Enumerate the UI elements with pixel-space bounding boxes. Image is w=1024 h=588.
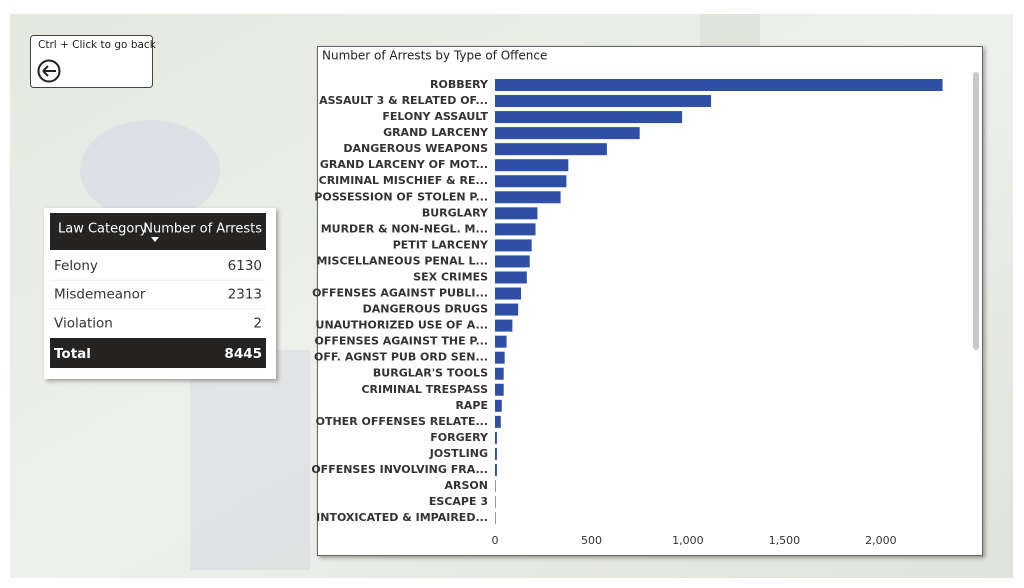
- table-cell: Violation: [54, 315, 113, 331]
- y-tick-label: OFFENSES INVOLVING FRA...: [311, 463, 488, 476]
- bar: [495, 303, 519, 316]
- y-tick-label: INTOXICATED & IMPAIRED...: [316, 511, 488, 524]
- y-tick-label: RAPE: [455, 399, 488, 412]
- table-total-value: 8445: [224, 346, 262, 362]
- bar: [495, 287, 522, 300]
- y-tick-label: ROBBERY: [430, 78, 489, 91]
- bar: [495, 79, 943, 91]
- table-header: [50, 213, 266, 250]
- bar: [495, 175, 567, 188]
- bar: [495, 271, 527, 284]
- y-tick-label: GRAND LARCENY: [383, 126, 489, 139]
- bar: [495, 319, 513, 332]
- bar: [495, 415, 501, 428]
- y-tick-label: BURGLARY: [422, 206, 489, 219]
- x-tick-label: 0: [492, 534, 499, 547]
- x-tick-label: 500: [581, 534, 602, 547]
- bar: [495, 383, 504, 396]
- bar: [495, 143, 607, 156]
- y-tick-label: PETIT LARCENY: [393, 238, 489, 251]
- y-tick-label: BURGLAR'S TOOLS: [373, 367, 488, 380]
- y-tick-label: OFFENSES AGAINST THE P...: [314, 335, 488, 348]
- bar: [495, 111, 683, 124]
- y-tick-label: CRIMINAL MISCHIEF & RE...: [319, 174, 488, 187]
- bar: [495, 255, 530, 268]
- x-tick-label: 1,500: [769, 534, 801, 547]
- bar: [495, 191, 561, 204]
- table-total-row: [50, 338, 266, 368]
- bar: [495, 351, 505, 364]
- table-cell: Misdemeanor: [54, 287, 146, 303]
- table-cell: 2313: [228, 287, 262, 303]
- y-tick-label: SEX CRIMES: [413, 270, 488, 283]
- bar: [495, 431, 497, 444]
- table-column-header: Law Category: [58, 222, 148, 237]
- bar: [495, 447, 497, 460]
- y-tick-label: OFFENSES AGAINST PUBLI...: [312, 287, 488, 300]
- x-tick-label: 1,000: [672, 534, 704, 547]
- chart-card: [317, 46, 983, 556]
- back-button[interactable]: Ctrl + Click to go back: [30, 35, 157, 88]
- bar: [495, 512, 496, 525]
- y-tick-label: MURDER & NON-NEGL. M...: [321, 222, 488, 235]
- y-tick-label: OFF. AGNST PUB ORD SEN...: [314, 351, 488, 364]
- table-cell: 2: [253, 315, 262, 331]
- table-column-header: Number of Arrests: [143, 222, 262, 237]
- bar: [495, 127, 640, 140]
- photo-detail: [190, 350, 310, 570]
- bar: [495, 463, 497, 476]
- y-tick-label: GRAND LARCENY OF MOT...: [320, 158, 488, 171]
- x-tick-label: 2,000: [865, 534, 897, 547]
- back-icon[interactable]: [37, 59, 61, 83]
- back-arrow[interactable]: [42, 65, 56, 77]
- scrollbar[interactable]: [973, 72, 979, 350]
- y-tick-label: JOSTLING: [429, 447, 488, 460]
- bar: [495, 496, 496, 509]
- bar: [495, 335, 507, 348]
- y-tick-label: UNAUTHORIZED USE OF A...: [316, 319, 488, 332]
- table-cell: 6130: [228, 258, 262, 274]
- table-card: [44, 208, 276, 379]
- bar: [495, 95, 712, 108]
- y-tick-label: DANGEROUS DRUGS: [363, 303, 488, 316]
- y-tick-label: MISCELLANEOUS PENAL L...: [316, 254, 488, 267]
- photo-detail: [80, 120, 220, 220]
- y-tick-label: FORGERY: [430, 431, 489, 444]
- bar: [495, 159, 569, 172]
- back-button-label[interactable]: Ctrl + Click to go back: [38, 39, 157, 51]
- y-tick-label: ASSAULT 3 & RELATED OF...: [319, 94, 488, 107]
- sort-arrow: [151, 237, 159, 242]
- y-tick-label: DANGEROUS WEAPONS: [343, 142, 488, 155]
- bar: [495, 207, 538, 220]
- table-total-label: Total: [54, 346, 91, 362]
- y-tick-label: OTHER OFFENSES RELATE...: [316, 415, 488, 428]
- bar: [495, 223, 536, 236]
- bar: [495, 399, 502, 412]
- y-tick-label: CRIMINAL TRESPASS: [361, 383, 488, 396]
- back-button-box[interactable]: [30, 35, 153, 88]
- chart-title: Number of Arrests by Type of Offence: [322, 49, 547, 63]
- bar: [495, 367, 504, 380]
- table-cell: Felony: [54, 258, 98, 274]
- bar: [495, 480, 496, 492]
- y-tick-label: POSSESSION OF STOLEN P...: [314, 190, 488, 203]
- bar: [495, 239, 532, 252]
- y-tick-label: ARSON: [445, 479, 488, 492]
- y-tick-label: ESCAPE 3: [429, 495, 488, 508]
- y-tick-label: FELONY ASSAULT: [382, 110, 488, 123]
